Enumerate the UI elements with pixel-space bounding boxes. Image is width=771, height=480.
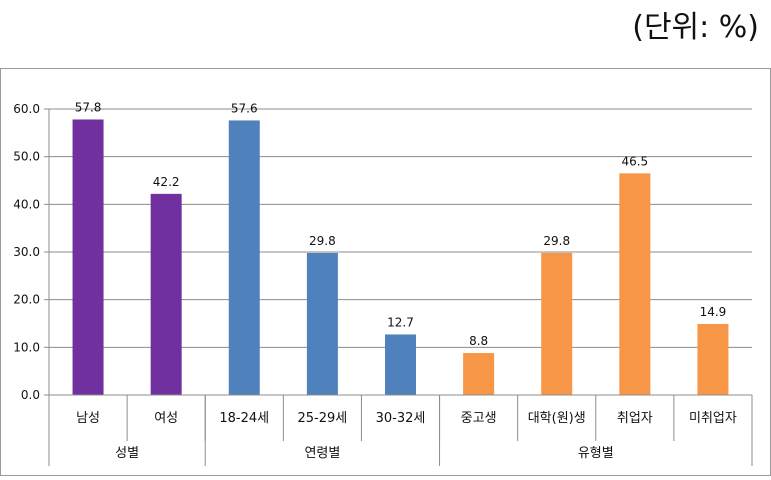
y-tick-label: 0.0: [21, 388, 40, 402]
category-label: 취업자: [617, 411, 653, 426]
y-tick-label: 50.0: [13, 150, 40, 164]
data-label: 29.8: [543, 234, 570, 248]
data-label: 57.6: [231, 101, 258, 115]
category-label: 대학(원)생: [528, 411, 586, 426]
bar: [619, 173, 651, 395]
y-tick-label: 40.0: [13, 197, 40, 211]
bar-chart: 0.0 10.0 20.0 30.0 40.0 50.0 60.0 57.8 남성 42.2 여성 5…: [0, 68, 771, 476]
bar: [541, 252, 573, 395]
bar: [150, 193, 182, 395]
bar: [385, 334, 416, 395]
category-label: 여성: [154, 411, 178, 426]
data-label: 8.8: [469, 334, 488, 348]
bar: [72, 119, 104, 395]
group-label: 성별: [115, 446, 139, 461]
data-label: 14.9: [700, 305, 727, 319]
group-label: 유형별: [578, 446, 614, 461]
category-label: 중고생: [461, 411, 497, 426]
y-tick-label: 10.0: [13, 340, 40, 354]
data-label: 42.2: [153, 175, 180, 189]
data-label: 57.8: [75, 100, 102, 114]
y-tick-label: 30.0: [13, 245, 40, 259]
y-tick-label: 60.0: [13, 102, 40, 116]
bar: [228, 120, 260, 395]
category-label: 30-32세: [376, 411, 426, 426]
data-label: 46.5: [621, 154, 648, 168]
y-tick-label: 20.0: [13, 293, 40, 307]
unit-note: (단위: %): [632, 10, 759, 45]
category-label: 미취업자: [689, 411, 737, 426]
group-label: 연령별: [304, 446, 340, 461]
data-label: 29.8: [309, 234, 336, 248]
bar: [306, 252, 338, 395]
category-label: 남성: [76, 411, 100, 426]
bar: [463, 353, 495, 395]
chart-area: 0.0 10.0 20.0 30.0 40.0 50.0 60.0 57.8 남성 42.2 여성 5…: [0, 68, 771, 476]
data-label: 12.7: [387, 315, 414, 329]
category-label: 18-24세: [219, 411, 269, 426]
bar: [697, 323, 729, 395]
category-label: 25-29세: [298, 411, 348, 426]
